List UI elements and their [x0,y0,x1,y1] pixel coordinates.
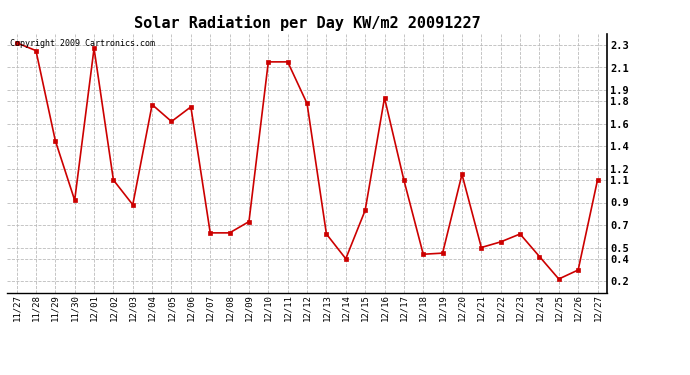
Text: Copyright 2009 Cartronics.com: Copyright 2009 Cartronics.com [10,39,155,48]
Title: Solar Radiation per Day KW/m2 20091227: Solar Radiation per Day KW/m2 20091227 [134,15,480,31]
